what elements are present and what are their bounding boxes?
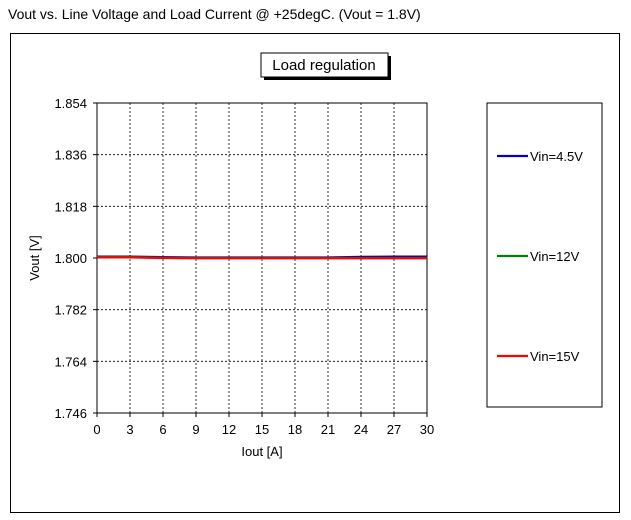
x-tick-label: 24 xyxy=(354,422,368,437)
chart-title: Load regulation xyxy=(272,57,375,74)
y-tick-label: 1.854 xyxy=(54,96,87,111)
x-tick-label: 6 xyxy=(159,422,166,437)
legend-label: Vin=4.5V xyxy=(530,149,583,164)
legend-label: Vin=12V xyxy=(530,249,580,264)
y-axis-label: Vout [V] xyxy=(27,235,42,281)
series-line xyxy=(97,256,427,260)
legend: Vin=4.5V Vin=12V Vin=15V xyxy=(497,149,583,364)
page-title: Vout vs. Line Voltage and Load Current @… xyxy=(8,6,421,22)
y-tick-label: 1.818 xyxy=(54,199,87,214)
x-tick-label: 15 xyxy=(255,422,269,437)
y-tick-label: 1.800 xyxy=(54,251,87,266)
chart-title-box xyxy=(260,52,389,78)
series-lines xyxy=(97,255,427,260)
y-tick-label: 1.836 xyxy=(54,148,87,163)
x-tick-label: 12 xyxy=(222,422,236,437)
x-tick-label: 0 xyxy=(93,422,100,437)
y-tick-label: 1.764 xyxy=(54,354,87,369)
y-tick-labels: 1.854 1.836 1.818 1.800 1.782 1.764 1.746 xyxy=(54,96,87,421)
y-tick-label: 1.746 xyxy=(54,406,87,421)
legend-label: Vin=15V xyxy=(530,349,580,364)
x-axis-label: Iout [A] xyxy=(241,444,282,459)
x-tick-label: 30 xyxy=(420,422,434,437)
x-tick-label: 18 xyxy=(288,422,302,437)
x-tick-label: 27 xyxy=(387,422,401,437)
y-tick-label: 1.782 xyxy=(54,303,87,318)
x-tick-label: 3 xyxy=(126,422,133,437)
x-tick-label: 9 xyxy=(192,422,199,437)
x-tick-label: 21 xyxy=(321,422,335,437)
x-tick-labels: 0 3 6 9 12 15 18 21 24 27 30 xyxy=(93,422,434,437)
